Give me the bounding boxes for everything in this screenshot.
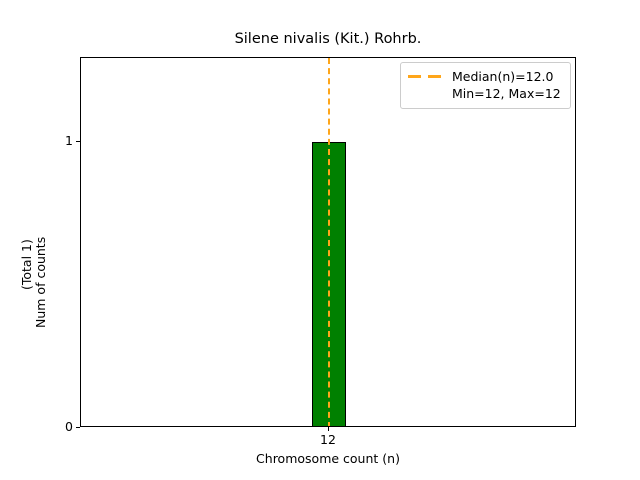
legend-item-median: Median(n)=12.0 [408,68,563,85]
chart-title: Silene nivalis (Kit.) Rohrb. [234,31,422,47]
y-tick-mark-1 [76,141,80,142]
legend-item-minmax: Min=12, Max=12 [408,85,563,102]
dashed-line-icon [408,70,444,84]
legend-label-median: Median(n)=12.0 [452,69,554,84]
x-tick-label-12: 12 [320,432,336,447]
y-axis-label-line2: (Total 1) [19,239,34,290]
legend[interactable]: Median(n)=12.0 Min=12, Max=12 [400,62,571,109]
x-tick-mark-12 [328,427,329,431]
plot-area [80,57,576,427]
y-tick-label-0: 0 [65,419,73,434]
legend-label-minmax: Min=12, Max=12 [452,86,561,101]
y-axis-label-line1: Num of counts [33,236,48,328]
x-axis-label: Chromosome count (n) [256,451,400,466]
y-tick-label-1: 1 [65,133,73,148]
median-line [328,58,330,426]
y-tick-mark-0 [76,427,80,428]
y-axis-label: Num of counts (Total 1) [18,180,52,328]
